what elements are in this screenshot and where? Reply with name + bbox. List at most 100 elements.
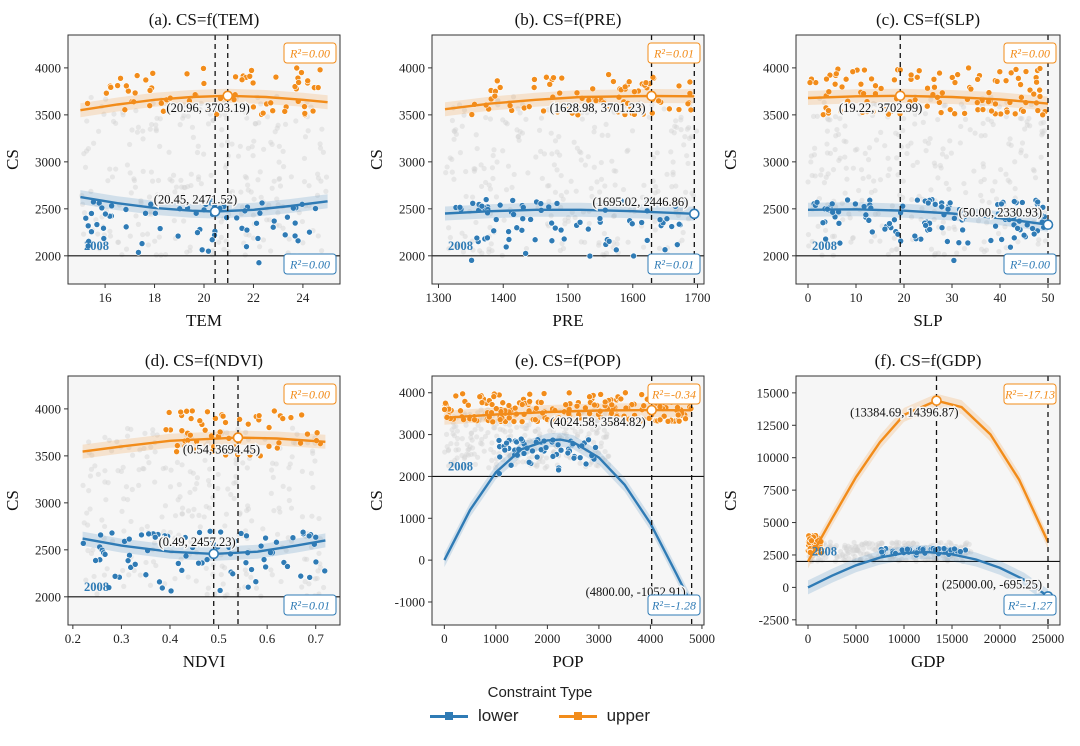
background-point (668, 128, 675, 134)
background-point (890, 540, 896, 547)
upper-point (1020, 107, 1027, 115)
background-point (135, 124, 142, 130)
background-point (863, 540, 869, 546)
lower-point (131, 561, 139, 568)
upper-point (537, 399, 545, 406)
upper-point (496, 416, 504, 423)
lower-optimum-label: (1695.02, 2446.86) (592, 195, 688, 209)
background-point (218, 571, 224, 578)
lower-point (605, 237, 613, 245)
background-point (868, 238, 874, 244)
background-point (519, 423, 525, 429)
upper-point (967, 85, 975, 93)
background-point (602, 448, 608, 455)
background-point (148, 444, 154, 450)
upper-point (587, 417, 595, 425)
background-point (148, 169, 155, 175)
background-point (595, 425, 602, 431)
lower-point (244, 583, 252, 591)
background-point (824, 141, 830, 147)
background-point (144, 454, 150, 460)
background-point (612, 182, 618, 188)
lower-point (513, 224, 521, 232)
background-point (684, 126, 690, 132)
background-point (563, 426, 569, 432)
background-point (172, 535, 178, 541)
background-point (90, 547, 96, 553)
background-point (920, 119, 926, 125)
background-point (310, 450, 316, 456)
lower-point (560, 235, 568, 243)
upper-point (614, 108, 622, 116)
background-point (578, 157, 584, 163)
background-point (805, 231, 812, 238)
background-point (928, 187, 934, 193)
background-point (201, 151, 207, 157)
upper-point (293, 64, 301, 72)
background-point (160, 465, 166, 472)
upper-point (906, 98, 914, 105)
background-point (272, 129, 278, 135)
background-point (472, 461, 478, 467)
background-point (315, 171, 321, 177)
lower-point (490, 227, 498, 235)
background-point (185, 113, 191, 119)
background-point (497, 426, 503, 432)
lower-point (229, 570, 237, 578)
y-tick-label: 15000 (757, 385, 790, 400)
background-point (812, 173, 818, 179)
background-point (891, 235, 897, 241)
background-point (542, 465, 548, 471)
background-point (1038, 120, 1044, 126)
background-point (575, 423, 581, 429)
background-point (299, 218, 305, 225)
lower-point (957, 548, 964, 555)
upper-point (304, 430, 311, 438)
upper-point (205, 106, 213, 113)
background-point (676, 207, 682, 213)
background-point (538, 148, 544, 154)
background-point (87, 473, 94, 479)
background-point (951, 224, 957, 230)
background-point (575, 432, 581, 438)
background-point (243, 110, 249, 116)
y-tick-label: 4000 (399, 60, 425, 75)
upper-point (878, 103, 885, 110)
upper-point (617, 395, 625, 403)
background-point (268, 139, 274, 145)
background-point (859, 541, 865, 547)
upper-point (682, 415, 689, 423)
background-point (317, 145, 324, 151)
background-point (958, 101, 964, 107)
background-point (810, 113, 817, 119)
background-point (1035, 241, 1041, 247)
upper-point (84, 100, 91, 107)
background-point (299, 584, 305, 590)
lower-point (1019, 199, 1026, 206)
background-point (1012, 186, 1018, 192)
background-point (451, 128, 457, 134)
background-point (194, 149, 201, 156)
background-point (652, 227, 658, 233)
background-point (809, 172, 815, 179)
upper-point (613, 413, 621, 420)
lower-point (592, 444, 599, 451)
background-point (1027, 123, 1033, 129)
x-tick-label: 0.6 (259, 631, 276, 646)
background-point (563, 431, 569, 437)
background-point (845, 543, 851, 549)
background-point (661, 106, 667, 112)
background-point (474, 434, 480, 440)
upper-point (518, 401, 526, 408)
background-point (87, 506, 93, 512)
background-point (302, 579, 308, 585)
background-point (196, 512, 202, 518)
upper-point (660, 412, 668, 420)
background-point (235, 426, 241, 432)
background-point (85, 145, 91, 152)
background-point (286, 236, 292, 242)
background-point (146, 460, 152, 466)
background-point (909, 196, 915, 203)
background-point (129, 452, 136, 458)
background-point (545, 107, 551, 113)
